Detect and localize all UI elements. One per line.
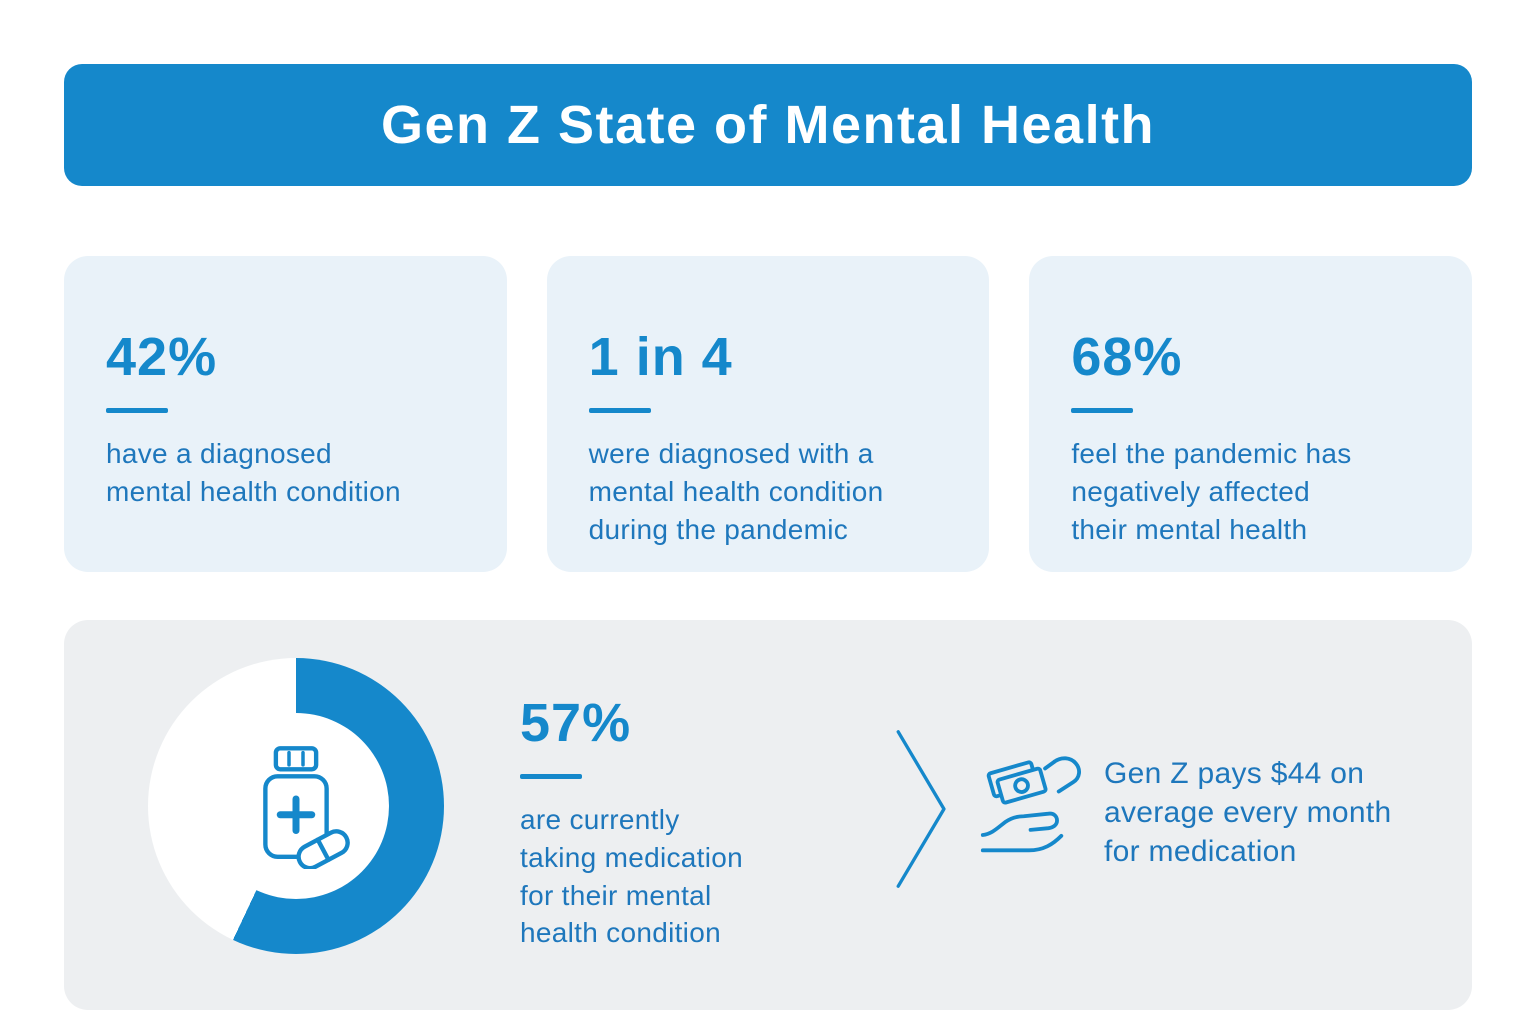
stat-cards-row: 42% have a diagnosed mental health condi… (64, 256, 1472, 572)
header-banner: Gen Z State of Mental Health (64, 64, 1472, 186)
stat-value: 68% (1071, 327, 1183, 387)
stat-value: 42% (106, 327, 218, 387)
donut-hole (203, 713, 389, 899)
stat-underline (588, 408, 651, 413)
page-title: Gen Z State of Mental Health (380, 95, 1156, 155)
stat-description: were diagnosed with a mental health cond… (588, 438, 884, 545)
money-hands-icon (980, 756, 1081, 853)
stat-card-pandemic-effect: 68% feel the pandemic has negatively aff… (1029, 256, 1472, 572)
stat-value: 1 in 4 (588, 327, 733, 387)
stat-underline (106, 408, 168, 413)
stat-description: feel the pandemic has negatively affecte… (1071, 438, 1352, 545)
donut-chart (148, 658, 444, 954)
stat-card-pandemic-diagnosis: 1 in 4 were diagnosed with a mental heal… (546, 256, 990, 572)
medication-stat-block: 57% are currently taking medication for … (520, 692, 840, 952)
stat-underline (520, 774, 582, 779)
stat-value: 57% (520, 693, 632, 753)
stat-underline (1071, 408, 1134, 413)
medication-bottle-icon (263, 746, 350, 869)
medication-section: 57% are currently taking medication for … (64, 620, 1472, 1010)
stat-card-diagnosed: 42% have a diagnosed mental health condi… (64, 256, 507, 572)
stat-description: are currently taking medication for thei… (520, 804, 744, 949)
chevron-right-icon (896, 730, 946, 888)
stat-description: have a diagnosed mental health condition (106, 438, 401, 507)
payment-text: Gen Z pays $44 on average every month fo… (1104, 757, 1392, 868)
